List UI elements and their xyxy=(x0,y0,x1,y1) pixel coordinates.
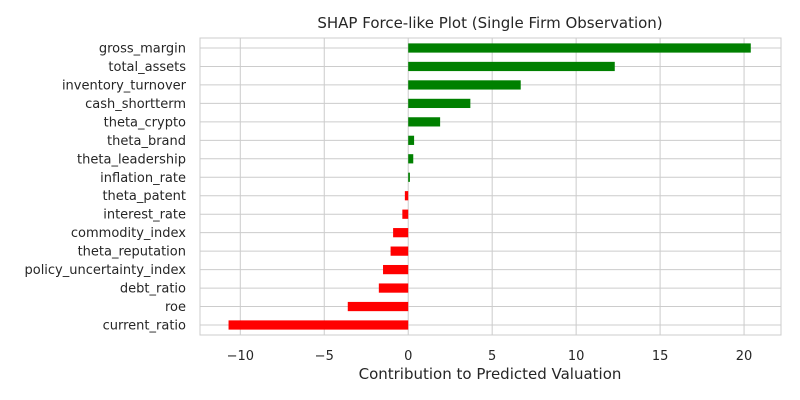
y-tick-label: theta_patent xyxy=(102,189,186,204)
y-tick-label: theta_crypto xyxy=(104,115,186,130)
y-tick-label: theta_reputation xyxy=(78,245,186,260)
y-tick-label: inflation_rate xyxy=(100,171,186,186)
bar-interest-rate xyxy=(402,209,409,219)
bar-theta-patent xyxy=(404,191,409,201)
bar-theta-leadership xyxy=(408,154,414,164)
chart-title: SHAP Force-like Plot (Single Firm Observ… xyxy=(317,14,662,32)
y-tick-label: cash_shortterm xyxy=(85,97,186,112)
bar-cash-shortterm xyxy=(408,98,471,109)
y-tick-label: commodity_index xyxy=(71,226,186,241)
bar-policy-uncertainty-index xyxy=(383,264,409,275)
x-tick-label: 5 xyxy=(488,349,496,364)
y-tick-label: current_ratio xyxy=(103,319,186,334)
y-tick-label: roe xyxy=(165,300,186,315)
x-tick-labels: −10 −5 0 5 10 15 20 xyxy=(227,349,753,364)
bar-theta-reputation xyxy=(390,246,409,256)
bar-inventory-turnover xyxy=(408,80,521,90)
y-tick-label: interest_rate xyxy=(103,208,186,223)
y-tick-label: gross_margin xyxy=(99,42,186,57)
bar-roe xyxy=(347,301,409,312)
x-tick-label: 15 xyxy=(652,349,669,364)
y-tick-labels: gross_margin total_assets inventory_turnov… xyxy=(24,42,186,334)
y-tick-label: policy_uncertainty_index xyxy=(24,263,186,278)
x-tick-label: 20 xyxy=(736,349,753,364)
bar-current-ratio xyxy=(228,320,409,330)
bar-inflation-rate xyxy=(408,172,410,182)
x-tick-label: −5 xyxy=(315,349,334,364)
y-tick-label: debt_ratio xyxy=(120,282,186,297)
y-tick-label: total_assets xyxy=(108,60,186,75)
bar-theta-brand xyxy=(408,135,415,145)
y-tick-label: theta_leadership xyxy=(77,152,186,167)
bar-gross-margin xyxy=(408,43,751,53)
bar-theta-crypto xyxy=(408,117,441,127)
x-tick-label: 0 xyxy=(404,349,412,364)
x-axis-label: Contribution to Predicted Valuation xyxy=(359,365,622,383)
bar-commodity-index xyxy=(393,228,409,238)
y-tick-label: inventory_turnover xyxy=(62,78,187,93)
x-tick-label: −10 xyxy=(227,349,254,364)
x-tick-label: 10 xyxy=(568,349,585,364)
y-tick-label: theta_brand xyxy=(107,134,186,149)
bar-debt-ratio xyxy=(378,283,409,293)
bars xyxy=(228,43,751,330)
bar-total-assets xyxy=(408,61,615,72)
